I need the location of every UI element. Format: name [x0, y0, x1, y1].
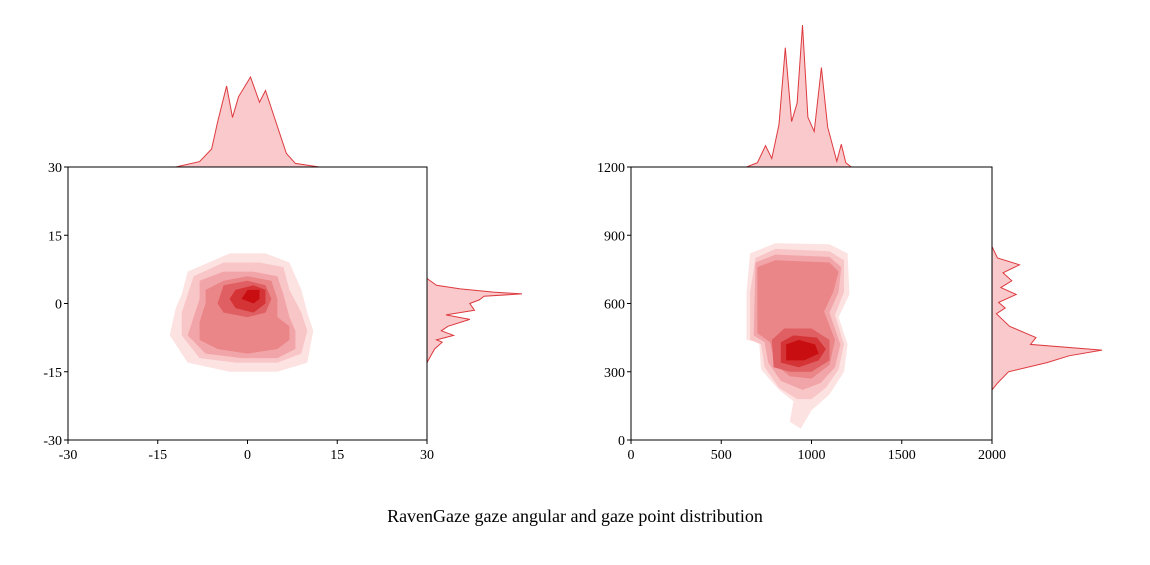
x-tick-label: 15 — [330, 448, 344, 463]
marginal-y-density-fill — [992, 246, 1102, 390]
y-tick-label: -15 — [43, 366, 62, 381]
y-tick-label: -30 — [43, 434, 62, 449]
x-tick-label: -15 — [148, 448, 167, 463]
x-tick-label: 2000 — [978, 448, 1006, 463]
marginal-x-density-fill — [746, 25, 852, 167]
y-tick-label: 900 — [604, 229, 625, 244]
x-tick-label: 1000 — [798, 448, 826, 463]
marginal-x-density-fill — [175, 77, 320, 167]
x-tick-label: 1500 — [888, 448, 916, 463]
y-tick-label: 1200 — [597, 161, 625, 176]
kde-contour-level-7 — [786, 339, 819, 361]
x-tick-label: 500 — [711, 448, 732, 463]
y-tick-label: 300 — [604, 366, 625, 381]
y-tick-label: 0 — [618, 434, 625, 449]
marginal-y-density-line — [426, 278, 523, 363]
figure-caption: RavenGaze gaze angular and gaze point di… — [387, 506, 763, 526]
gaze-angle-chart: -30 -15 0 15 30 30 15 0 -15 -30 — [43, 75, 523, 463]
gaze-point-chart: 0 500 1000 1500 2000 1200 900 600 300 0 — [597, 24, 1103, 463]
kde-contour-level-7 — [241, 289, 260, 304]
x-tick-label: 0 — [628, 448, 635, 463]
x-tick-label: -30 — [59, 448, 78, 463]
marginal-x-density-line — [175, 75, 320, 168]
y-tick-label: 600 — [604, 298, 625, 313]
y-tick-label: 30 — [48, 161, 62, 176]
marginal-x-density-line — [746, 24, 852, 168]
y-tick-label: 15 — [48, 229, 62, 244]
marginal-y-density-line — [991, 246, 1103, 391]
x-tick-label: 30 — [420, 448, 434, 463]
y-tick-label: 0 — [55, 298, 62, 313]
x-tick-label: 0 — [244, 448, 251, 463]
marginal-y-density-fill — [427, 278, 522, 363]
